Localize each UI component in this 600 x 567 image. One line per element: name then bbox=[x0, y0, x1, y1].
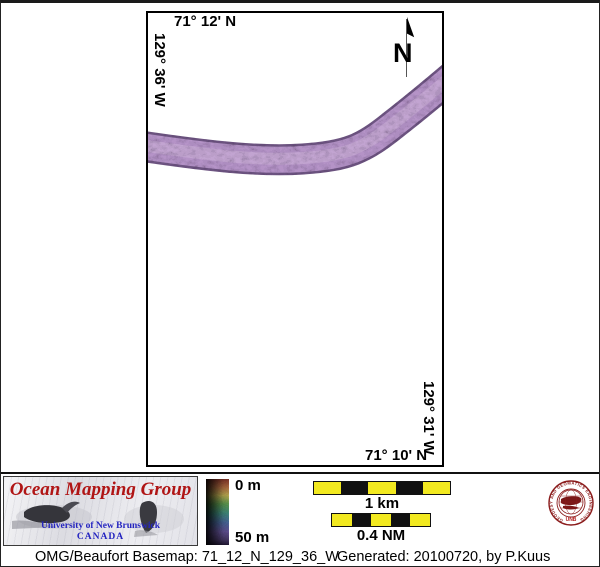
omg-logo-title: Ocean Mapping Group bbox=[9, 479, 192, 500]
caption-basemap: OMG/Beaufort Basemap: 71_12_N_129_36_W bbox=[35, 549, 339, 565]
latitude-label-bottom: 71° 10' N bbox=[365, 447, 428, 464]
footer-divider bbox=[1, 472, 599, 474]
scalebar-km-label: 1 km bbox=[364, 495, 400, 512]
caption-generated: Generated: 20100720, by P.Kuus bbox=[337, 549, 551, 565]
omg-logo: Ocean Mapping Group University of New Br… bbox=[3, 476, 198, 546]
whale-art-icon bbox=[12, 501, 184, 537]
omg-logo-university: University of New Brunswick bbox=[40, 521, 160, 531]
colorbar-max-label: 50 m bbox=[235, 529, 270, 546]
latitude-label-top: 71° 12' N bbox=[174, 13, 237, 30]
seal-unb-text: UNB bbox=[566, 517, 577, 523]
map-frame: 71° 12' N 129° 36' W 129° 31' W 71° 10' … bbox=[146, 11, 444, 467]
north-label: N bbox=[393, 38, 413, 68]
longitude-label-right: 129° 31' W bbox=[420, 381, 437, 455]
omg-logo-country: CANADA bbox=[76, 532, 125, 542]
sonar-swath bbox=[148, 64, 442, 176]
scalebar-km bbox=[313, 481, 451, 495]
unb-seal-icon: GEODESY AND GEOMATICS ENGINEERING UNB bbox=[548, 480, 594, 526]
longitude-label-left: 129° 36' W bbox=[151, 33, 168, 107]
scalebar-nm-label: 0.4 NM bbox=[356, 527, 406, 544]
scalebar-nm bbox=[331, 513, 431, 527]
depth-colorbar bbox=[206, 479, 229, 545]
north-arrow-pole bbox=[406, 19, 407, 77]
colorbar-min-label: 0 m bbox=[235, 477, 261, 494]
